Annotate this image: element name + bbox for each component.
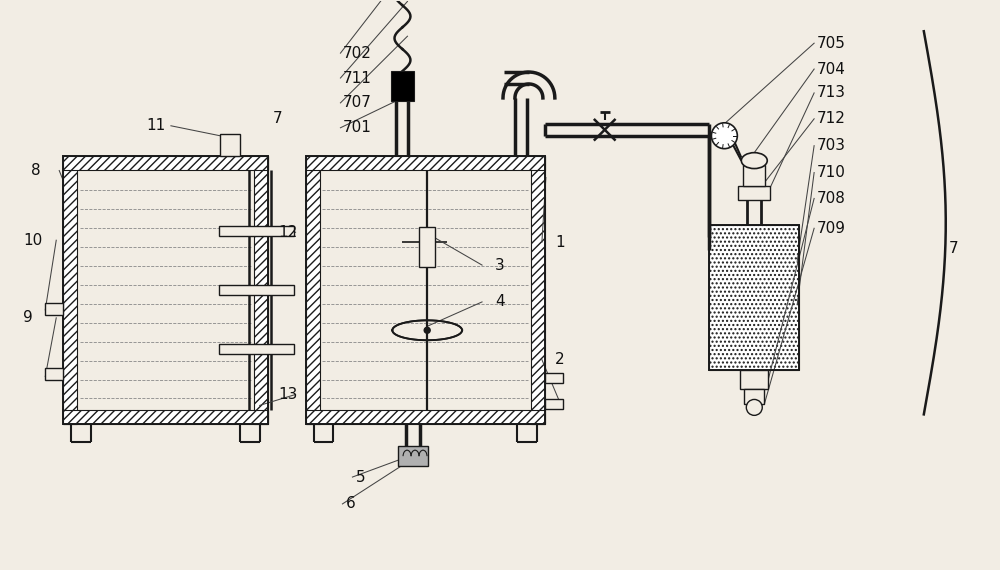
Circle shape [711,123,737,149]
Text: 710: 710 [817,165,846,180]
Bar [45,303,63,315]
Bar [738,186,770,201]
Bar [306,156,545,169]
Bar [531,156,545,424]
Bar [63,156,77,424]
Ellipse shape [741,153,767,169]
Bar [709,225,799,369]
Bar [219,285,294,295]
Text: 5: 5 [355,470,365,484]
Circle shape [424,327,430,333]
Text: 9: 9 [23,310,33,325]
Bar [63,410,268,424]
Bar [391,71,414,101]
Bar [709,225,799,369]
Text: 7: 7 [949,241,958,256]
Bar [254,156,268,424]
Bar [419,227,435,267]
Bar [306,156,545,424]
Text: 12: 12 [279,225,298,240]
Bar [545,373,563,382]
Text: 709: 709 [817,221,846,236]
Bar [398,446,428,466]
Bar [219,344,294,354]
Text: 713: 713 [817,86,846,100]
Bar [77,169,254,410]
Text: 1: 1 [555,235,564,250]
Text: 2: 2 [555,352,564,367]
Text: 6: 6 [345,496,355,511]
Text: 707: 707 [342,95,371,111]
Text: 712: 712 [817,111,846,127]
Bar [306,410,545,424]
Text: 708: 708 [817,191,846,206]
Bar [63,156,268,424]
Bar [744,389,764,405]
Text: 4: 4 [495,295,505,310]
Text: 704: 704 [817,62,846,76]
Bar [219,226,294,236]
Bar [545,400,563,409]
Text: 711: 711 [342,71,371,85]
Circle shape [746,400,762,416]
Bar [63,156,268,169]
Bar [45,368,63,380]
Bar [743,165,765,186]
Text: 10: 10 [23,233,43,248]
Bar [306,156,320,424]
Text: 701: 701 [342,120,371,135]
Text: 8: 8 [31,163,41,178]
Text: 7: 7 [273,111,282,127]
Text: 702: 702 [342,46,371,60]
Bar [220,134,240,156]
Text: 11: 11 [146,119,165,133]
Text: 3: 3 [495,258,505,272]
Text: 703: 703 [817,138,846,153]
Bar [320,169,531,410]
Bar [740,369,768,389]
Text: 13: 13 [279,387,298,402]
Text: 705: 705 [817,36,846,51]
